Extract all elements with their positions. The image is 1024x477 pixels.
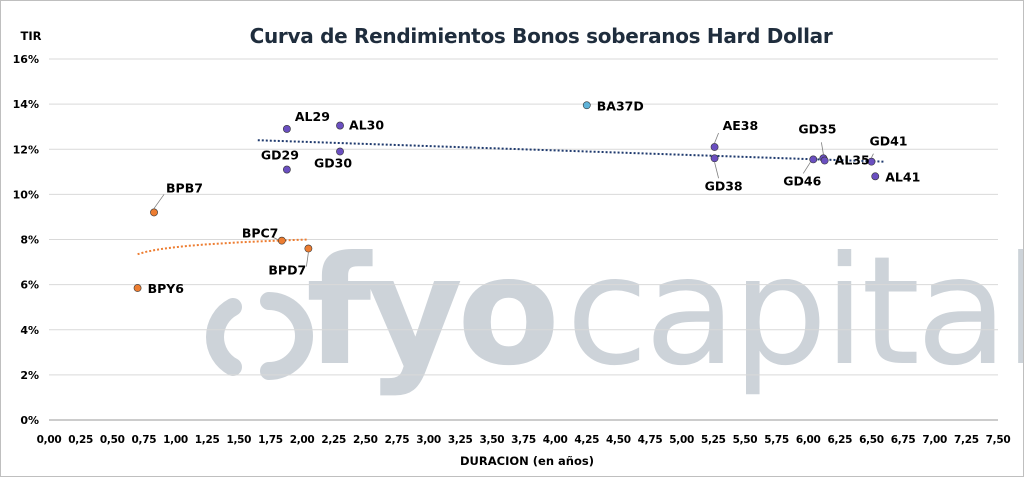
- x-tick-label: 2,75: [385, 434, 410, 446]
- trendline-soberanos: [257, 139, 885, 163]
- y-tick-label: 14%: [13, 98, 39, 111]
- point-al35: [820, 156, 829, 165]
- point-al29: [282, 125, 291, 133]
- x-tick-label: 7,00: [922, 434, 947, 446]
- x-tick-label: 0,50: [100, 434, 125, 446]
- leader-ae38: [714, 132, 719, 144]
- point-gd46: [809, 155, 818, 164]
- label-bpc7: BPC7: [242, 226, 279, 241]
- y-tick-label: 10%: [13, 188, 39, 201]
- label-bpb7: BPB7: [166, 180, 203, 195]
- x-tick-label: 0,00: [37, 434, 62, 446]
- x-tick-label: 6,75: [891, 434, 916, 446]
- y-tick-label: 0%: [20, 414, 39, 427]
- label-al41: AL41: [885, 169, 920, 184]
- x-tick-label: 0,25: [68, 434, 93, 446]
- x-tick-label: 3,25: [448, 434, 473, 446]
- y-tick-label: 8%: [20, 234, 39, 247]
- y-tick-label: 6%: [20, 279, 39, 292]
- x-tick-label: 1,50: [226, 434, 251, 446]
- x-tick-label: 1,25: [195, 434, 220, 446]
- x-tick-label: 5,00: [669, 434, 694, 446]
- trendline-provinciales: [137, 238, 309, 256]
- leader-gd46: [802, 162, 811, 174]
- leader-bpb7: [153, 194, 165, 209]
- x-tick-label: 4,25: [574, 434, 599, 446]
- label-gd41: GD41: [869, 134, 907, 149]
- watermark-bracket-left-icon: [206, 298, 242, 376]
- leader-gd38: [714, 162, 719, 179]
- watermark-text-bold: fyo: [306, 225, 554, 399]
- label-leaders: [153, 132, 874, 267]
- y-tick-label: 12%: [13, 143, 39, 156]
- x-tick-label: 3,00: [416, 434, 441, 446]
- point-al41: [871, 172, 880, 181]
- leader-gd35: [820, 142, 824, 155]
- x-tick-label: 5,75: [764, 434, 789, 446]
- point-gd30: [336, 147, 344, 156]
- x-tick-label: 1,75: [258, 434, 283, 446]
- x-tick-label: 4,00: [543, 434, 568, 446]
- x-tick-label: 4,75: [638, 434, 663, 446]
- label-ba37d: BA37D: [597, 98, 644, 113]
- point-bpy6: [133, 284, 142, 292]
- data-points: [133, 101, 880, 292]
- point-bpd7: [304, 244, 313, 253]
- watermark-text-light: capital: [566, 225, 1023, 399]
- point-gd41: [867, 157, 876, 166]
- leader-bpd7: [305, 252, 309, 267]
- point-ae38: [710, 143, 719, 151]
- gridlines: [49, 58, 998, 421]
- y-axis-ticks: 0% 2% 4% 6% 8% 10% 12% 14% 16%: [13, 53, 39, 427]
- point-al30: [336, 121, 344, 130]
- x-tick-label: 3,50: [480, 434, 505, 446]
- leader-bpc7: [271, 236, 279, 240]
- x-tick-label: 5,25: [701, 434, 726, 446]
- label-gd46: GD46: [783, 173, 821, 188]
- point-bpc7: [277, 236, 286, 245]
- point-bpb7: [150, 208, 158, 217]
- watermark-bracket-right-icon: [260, 292, 313, 380]
- label-gd38: GD38: [705, 178, 743, 193]
- x-tick-label: 6,00: [796, 434, 821, 446]
- x-tick-label: 1,00: [163, 434, 188, 446]
- label-al35: AL35: [835, 153, 870, 168]
- x-axis-ticks: 0,00 0,25 0,50 0,75 1,00 1,25 1,50 1,75 2,00 2,25…: [37, 434, 1011, 446]
- y-tick-label: 4%: [20, 324, 39, 337]
- point-ba37d: [582, 101, 591, 110]
- x-tick-label: 3,75: [511, 434, 536, 446]
- label-al30: AL30: [349, 118, 384, 133]
- label-bpy6: BPY6: [148, 281, 185, 296]
- x-tick-label: 6,50: [859, 434, 884, 446]
- x-tick-label: 2,50: [353, 434, 378, 446]
- leader-gd41: [871, 153, 874, 158]
- label-ae38: AE38: [723, 118, 759, 133]
- x-tick-label: 2,00: [290, 434, 315, 446]
- watermark-logo: fyo capital: [206, 225, 1023, 399]
- x-axis-label: DURACION (en años): [460, 454, 594, 468]
- y-tick-label: 16%: [13, 53, 39, 66]
- label-al29: AL29: [295, 109, 330, 124]
- x-tick-label: 2,25: [321, 434, 346, 446]
- label-bpd7: BPD7: [268, 263, 306, 278]
- point-labels: AL29 AL30 GD29 GD30 AE38 GD38 GD35 GD46 AL35 GD41…: [148, 98, 921, 296]
- label-gd30: GD30: [314, 156, 352, 171]
- y-tick-label: 2%: [20, 369, 39, 382]
- x-tick-label: 7,50: [986, 434, 1011, 446]
- x-tick-label: 6,25: [827, 434, 852, 446]
- point-gd29: [282, 165, 291, 174]
- y-axis-label: TIR: [21, 29, 42, 43]
- label-gd29: GD29: [261, 148, 299, 163]
- x-tick-label: 7,25: [954, 434, 979, 446]
- chart-title: Curva de Rendimientos Bonos soberanos Ha…: [250, 24, 833, 48]
- trendlines: [137, 139, 885, 256]
- x-tick-label: 0,75: [132, 434, 157, 446]
- x-tick-label: 5,50: [733, 434, 758, 446]
- label-gd35: GD35: [798, 121, 836, 136]
- x-tick-label: 4,50: [606, 434, 631, 446]
- point-gd38: [710, 154, 719, 163]
